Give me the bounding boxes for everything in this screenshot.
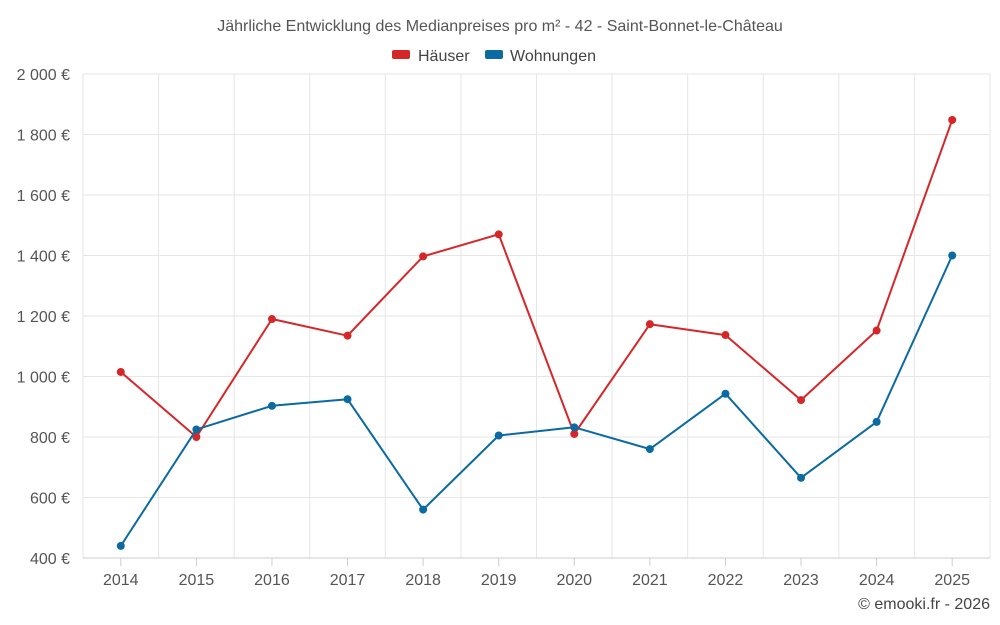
data-point — [343, 331, 352, 340]
grid — [82, 73, 991, 559]
data-point — [645, 445, 654, 454]
series-line — [120, 119, 954, 438]
x-tick-label: 2021 — [632, 572, 668, 589]
data-point — [948, 115, 957, 124]
data-point — [570, 429, 579, 438]
data-point — [570, 423, 579, 432]
legend: Häuser Wohnungen — [392, 48, 596, 65]
x-tick-label: 2023 — [783, 572, 819, 589]
data-point — [494, 230, 503, 239]
x-axis-ticks: 2014 2015 2016 2017 2018 2019 2020 2021 2022 2023… — [103, 558, 970, 589]
data-point — [721, 331, 730, 340]
x-tick-label: 2017 — [330, 572, 366, 589]
legend-label: Häuser — [418, 48, 470, 65]
x-tick-label: 2016 — [254, 572, 290, 589]
x-tick-label: 2025 — [934, 572, 970, 589]
series — [116, 115, 957, 550]
data-point — [797, 473, 806, 482]
y-tick-label: 1 000 € — [17, 370, 70, 387]
data-point — [116, 541, 125, 550]
data-point — [872, 326, 881, 335]
data-point — [494, 431, 503, 440]
data-point — [797, 396, 806, 405]
x-tick-label: 2018 — [405, 572, 441, 589]
credit-text: © emooki.fr - 2026 — [858, 596, 990, 613]
data-point — [419, 505, 428, 514]
y-tick-label: 600 € — [30, 491, 70, 508]
x-tick-label: 2015 — [179, 572, 215, 589]
legend-swatch — [392, 50, 410, 59]
data-point — [116, 367, 125, 376]
data-point — [721, 389, 730, 398]
chart-title: Jährliche Entwicklung des Medianpreises … — [217, 18, 783, 35]
y-tick-label: 1 400 € — [17, 249, 70, 266]
x-tick-label: 2014 — [103, 572, 139, 589]
data-point — [343, 395, 352, 404]
series-häuser — [116, 115, 957, 441]
data-point — [192, 433, 201, 441]
y-tick-label: 400 € — [30, 551, 70, 568]
data-point — [267, 401, 276, 410]
y-tick-label: 2 000 € — [17, 67, 70, 84]
data-point — [645, 320, 654, 329]
data-point — [872, 417, 881, 426]
series-wohnungen — [116, 251, 957, 550]
data-point — [948, 251, 957, 260]
data-point — [192, 425, 201, 434]
y-tick-label: 800 € — [30, 430, 70, 447]
y-tick-label: 1 800 € — [17, 128, 70, 145]
x-tick-label: 2022 — [708, 572, 744, 589]
y-tick-label: 1 600 € — [17, 188, 70, 205]
series-line — [119, 255, 954, 547]
data-point — [419, 252, 428, 261]
y-axis-ticks: 400 € 600 € 800 € 1 000 € 1 200 € 1 400 € 1 60… — [17, 67, 70, 568]
x-tick-label: 2024 — [859, 572, 895, 589]
y-tick-label: 1 200 € — [17, 309, 70, 326]
legend-swatch — [485, 50, 503, 59]
x-tick-label: 2020 — [556, 572, 592, 589]
legend-label: Wohnungen — [510, 48, 596, 65]
data-point — [267, 315, 276, 324]
x-tick-label: 2019 — [481, 572, 517, 589]
